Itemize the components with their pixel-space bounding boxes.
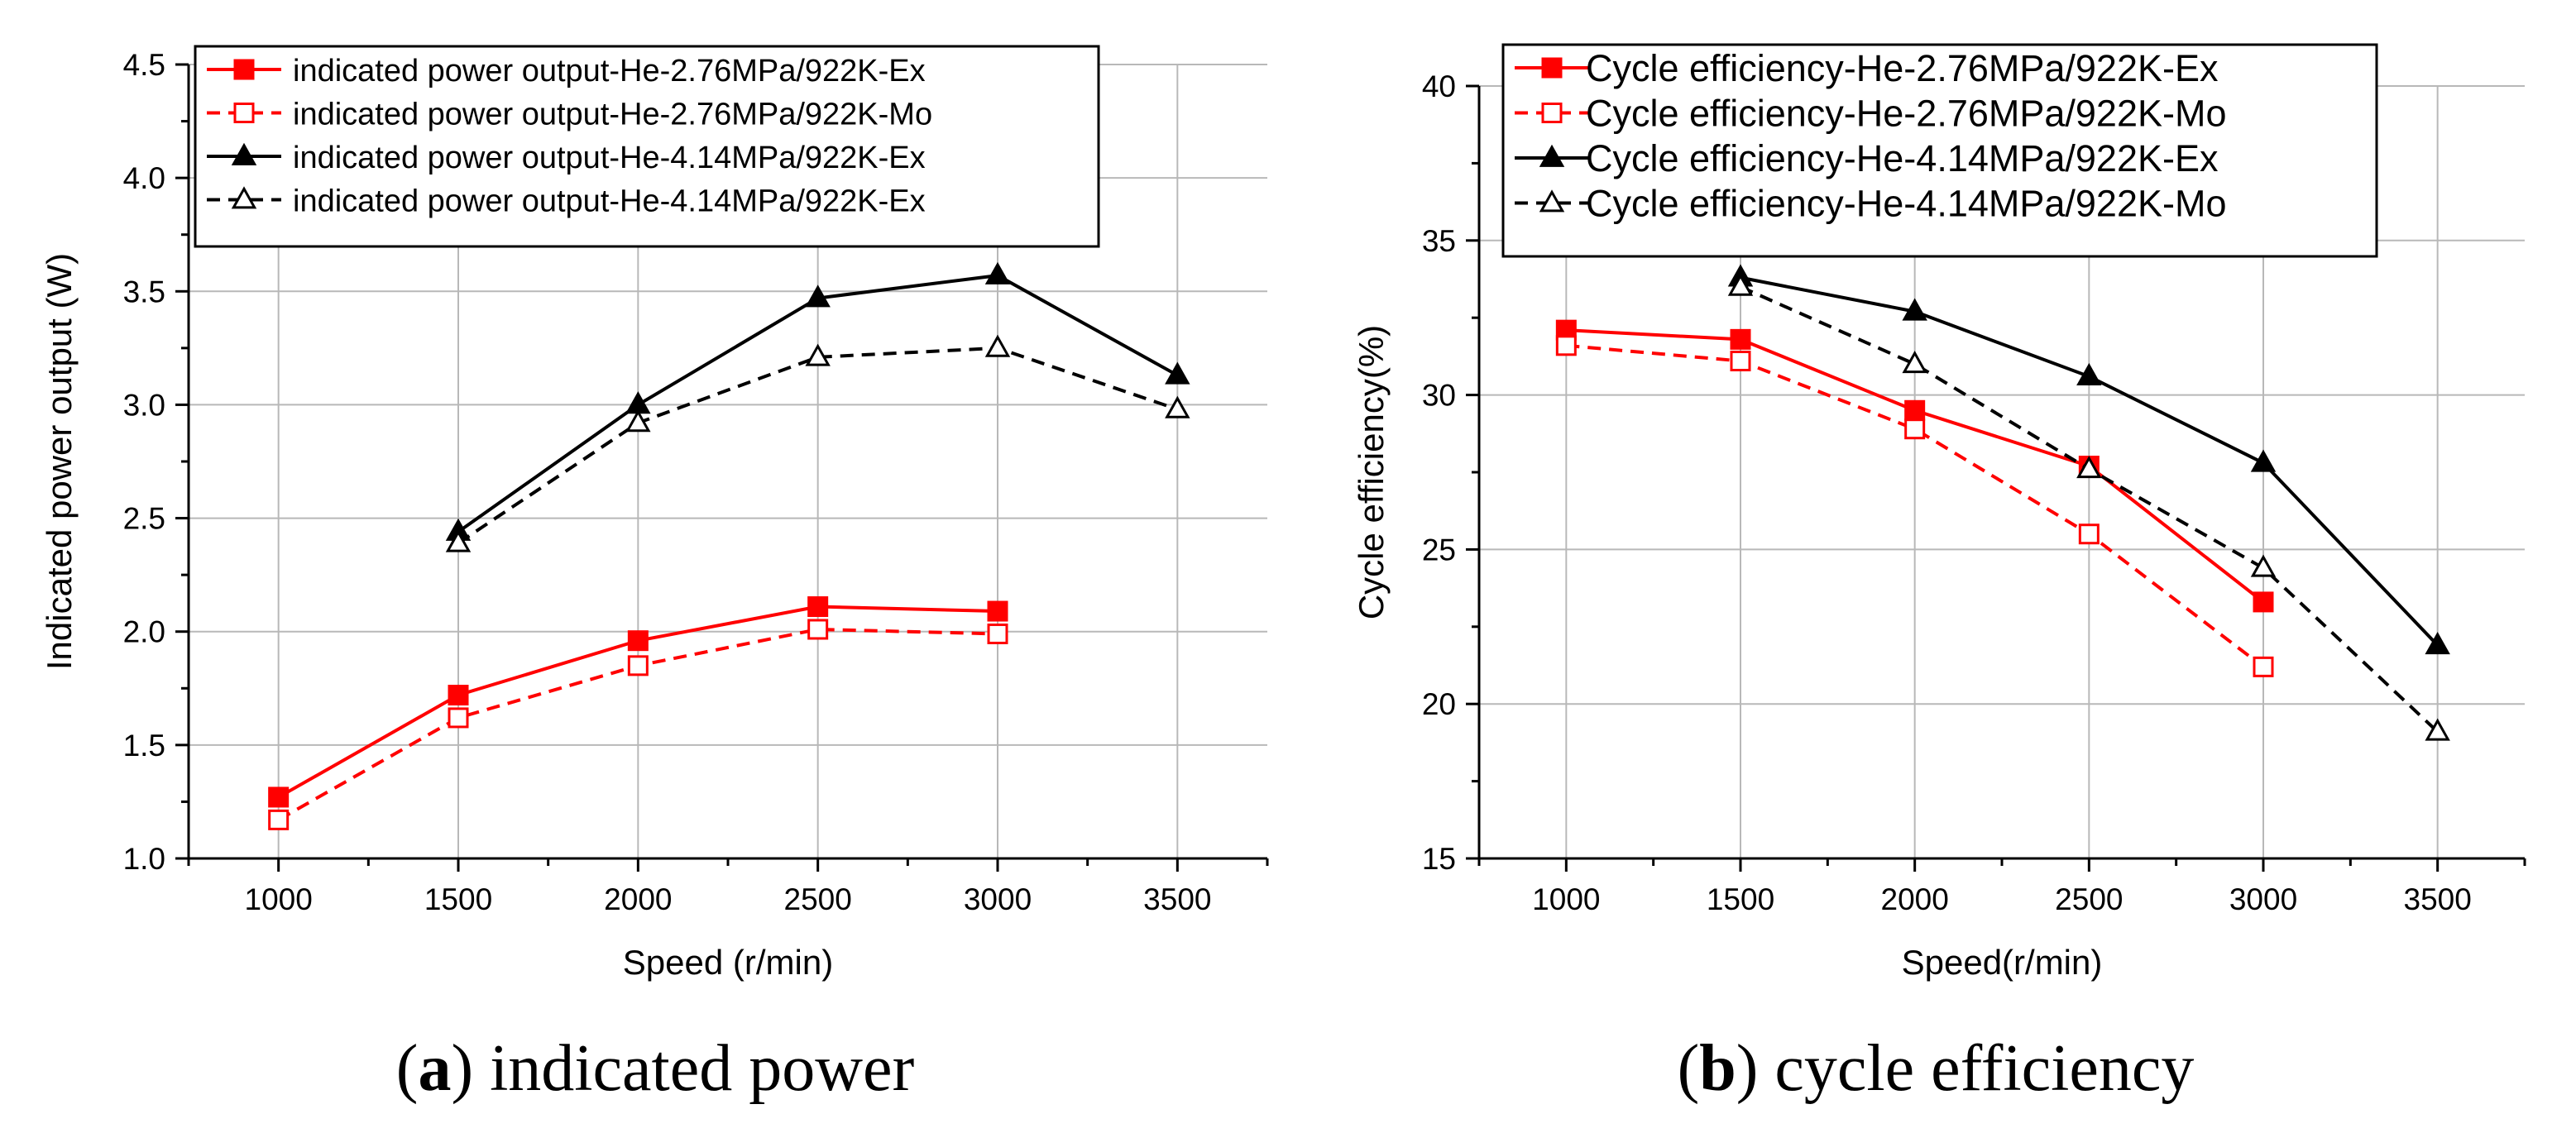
- legend-marker-1: [1541, 57, 1563, 79]
- legend-marker-2: [1541, 103, 1563, 123]
- legend-marker-3: [231, 142, 257, 165]
- x-tick-label: 2000: [604, 882, 672, 916]
- legend-label-4: Cycle efficiency-He-4.14MPa/922K-Mo: [1586, 183, 2227, 225]
- data-point-series-2: [1555, 335, 1577, 356]
- data-point-series-4: [984, 334, 1011, 357]
- x-tick-label: 2000: [1881, 882, 1949, 916]
- data-point-series-2: [987, 623, 1008, 644]
- data-point-series-4: [625, 409, 651, 433]
- y-tick-label: 25: [1422, 533, 1456, 566]
- data-point-series-1: [2253, 591, 2274, 613]
- legend-label-1: Cycle efficiency-He-2.76MPa/922K-Ex: [1586, 47, 2219, 89]
- data-point-series-2: [268, 809, 290, 830]
- y-tick-label: 20: [1422, 687, 1456, 721]
- x-tick-label: 1500: [424, 882, 492, 916]
- data-point-series-4: [445, 529, 472, 552]
- x-tick-label: 2500: [784, 882, 852, 916]
- data-point-series-1: [1730, 328, 1751, 350]
- legend-label-3: Cycle efficiency-He-4.14MPa/922K-Ex: [1586, 137, 2219, 179]
- legend-label-2: indicated power output-He-2.76MPa/922K-M…: [293, 98, 932, 132]
- y-tick-label: 2.5: [123, 502, 165, 536]
- panel-caption: (a) indicated power: [396, 1032, 914, 1105]
- data-point-series-3: [1165, 361, 1190, 385]
- x-tick-label: 2500: [2055, 882, 2123, 916]
- y-axis-label: Indicated power output (W): [40, 253, 79, 670]
- y-tick-label: 15: [1422, 842, 1456, 876]
- data-point-series-2: [1904, 418, 1926, 440]
- data-point-series-4: [805, 343, 831, 366]
- data-point-series-2: [627, 655, 649, 676]
- data-point-series-2: [1730, 351, 1751, 372]
- data-point-series-1: [807, 596, 829, 618]
- data-point-series-2: [2078, 523, 2100, 545]
- legend-marker-2: [233, 103, 255, 123]
- y-tick-label: 3.0: [123, 388, 165, 422]
- legend-marker-3: [1539, 144, 1565, 167]
- legend-marker-4: [231, 186, 257, 209]
- x-tick-label: 3500: [1143, 882, 1211, 916]
- data-point-series-1: [448, 685, 469, 706]
- legend-label-1: indicated power output-He-2.76MPa/922K-E…: [293, 54, 926, 88]
- y-tick-label: 3.5: [123, 275, 165, 308]
- data-point-series-1: [268, 786, 290, 808]
- data-point-series-2: [448, 707, 469, 729]
- x-tick-label: 3500: [2404, 882, 2472, 916]
- y-tick-label: 40: [1422, 69, 1456, 103]
- data-point-series-3: [2425, 631, 2450, 655]
- y-tick-label: 1.5: [123, 729, 165, 763]
- data-point-series-4: [2076, 455, 2102, 479]
- legend-box: [1501, 43, 2378, 258]
- data-point-series-4: [1902, 350, 1927, 374]
- x-tick-label: 1000: [1532, 882, 1600, 916]
- legend-marker-4: [1539, 189, 1565, 213]
- data-point-series-2: [807, 619, 829, 640]
- y-tick-label: 4.5: [123, 48, 165, 82]
- data-point-series-2: [2253, 656, 2274, 677]
- data-point-series-4: [2425, 718, 2450, 741]
- data-point-series-1: [627, 630, 649, 652]
- x-tick-label: 3000: [2229, 882, 2297, 916]
- data-point-series-4: [1165, 395, 1190, 418]
- panel-caption: (b) cycle efficiency: [1678, 1032, 2195, 1105]
- legend-box: [194, 45, 1100, 248]
- data-point-series-1: [987, 600, 1008, 622]
- x-axis-label: Speed (r/min): [623, 943, 833, 982]
- y-tick-label: 35: [1422, 224, 1456, 258]
- data-point-series-3: [1902, 298, 1927, 321]
- data-point-series-1: [1904, 399, 1926, 421]
- y-tick-label: 2.0: [123, 615, 165, 649]
- legend-label-3: indicated power output-He-4.14MPa/922K-E…: [293, 141, 926, 175]
- data-point-series-3: [2250, 449, 2277, 472]
- x-tick-label: 1500: [1707, 882, 1774, 916]
- y-tick-label: 4.0: [123, 161, 165, 195]
- y-tick-label: 1.0: [123, 842, 165, 876]
- panel-b-cycle-efficiency-chart: 1000 1500 2000 2500 3000 3500 15 20 25 30 35 40 Spee…: [1352, 43, 2526, 1105]
- data-point-series-4: [1727, 273, 1754, 296]
- data-point-series-3: [2076, 362, 2102, 386]
- series-line-4: [457, 346, 1178, 545]
- x-axis-label: Speed(r/min): [1902, 943, 2103, 982]
- x-tick-label: 1000: [245, 882, 313, 916]
- legend-marker-1: [233, 59, 255, 80]
- data-point-series-4: [2250, 554, 2277, 577]
- y-tick-label: 30: [1422, 379, 1456, 413]
- y-axis-label: Cycle efficiency(%): [1352, 325, 1391, 619]
- legend-label-2: Cycle efficiency-He-2.76MPa/922K-Mo: [1586, 93, 2227, 135]
- data-point-series-3: [805, 284, 831, 308]
- legend-label-4: indicated power output-He-4.14MPa/922K-E…: [293, 184, 926, 219]
- panel-a-indicated-power-chart: 1000 1500 2000 2500 3000 3500 1.0 1.5 2.0 2.5 3.0 3…: [40, 45, 1269, 1105]
- series-line-2: [1566, 343, 2265, 668]
- data-point-series-3: [984, 261, 1011, 284]
- x-tick-label: 3000: [964, 882, 1032, 916]
